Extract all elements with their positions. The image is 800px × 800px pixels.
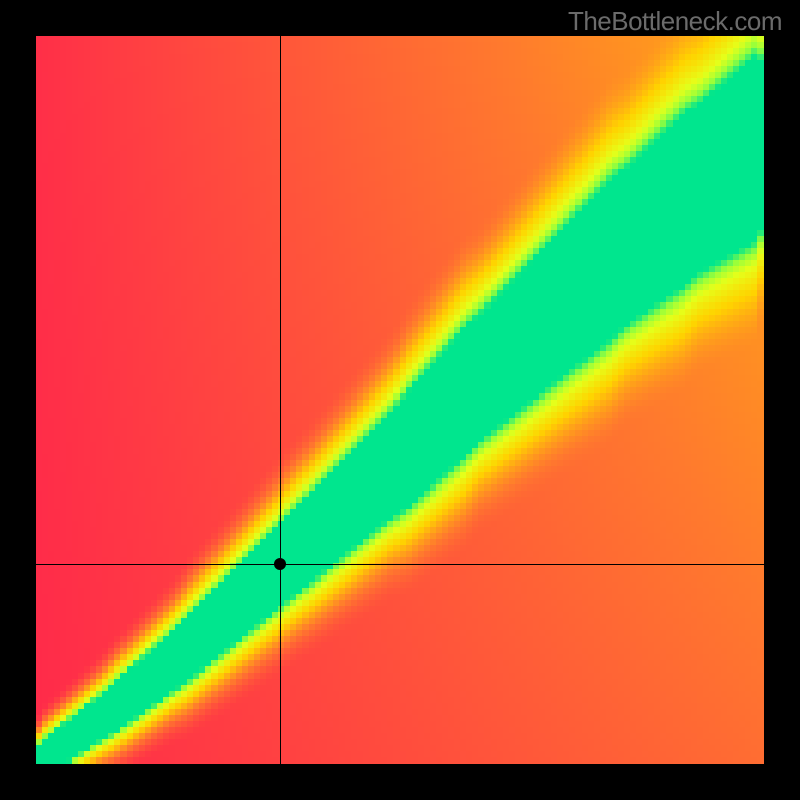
- plot-frame: [36, 36, 764, 764]
- crosshair-marker: [274, 558, 286, 570]
- watermark-text: TheBottleneck.com: [568, 6, 782, 37]
- plot-overlay: [36, 36, 764, 764]
- crosshair-horizontal-line: [36, 564, 764, 565]
- crosshair-vertical-line: [280, 36, 281, 764]
